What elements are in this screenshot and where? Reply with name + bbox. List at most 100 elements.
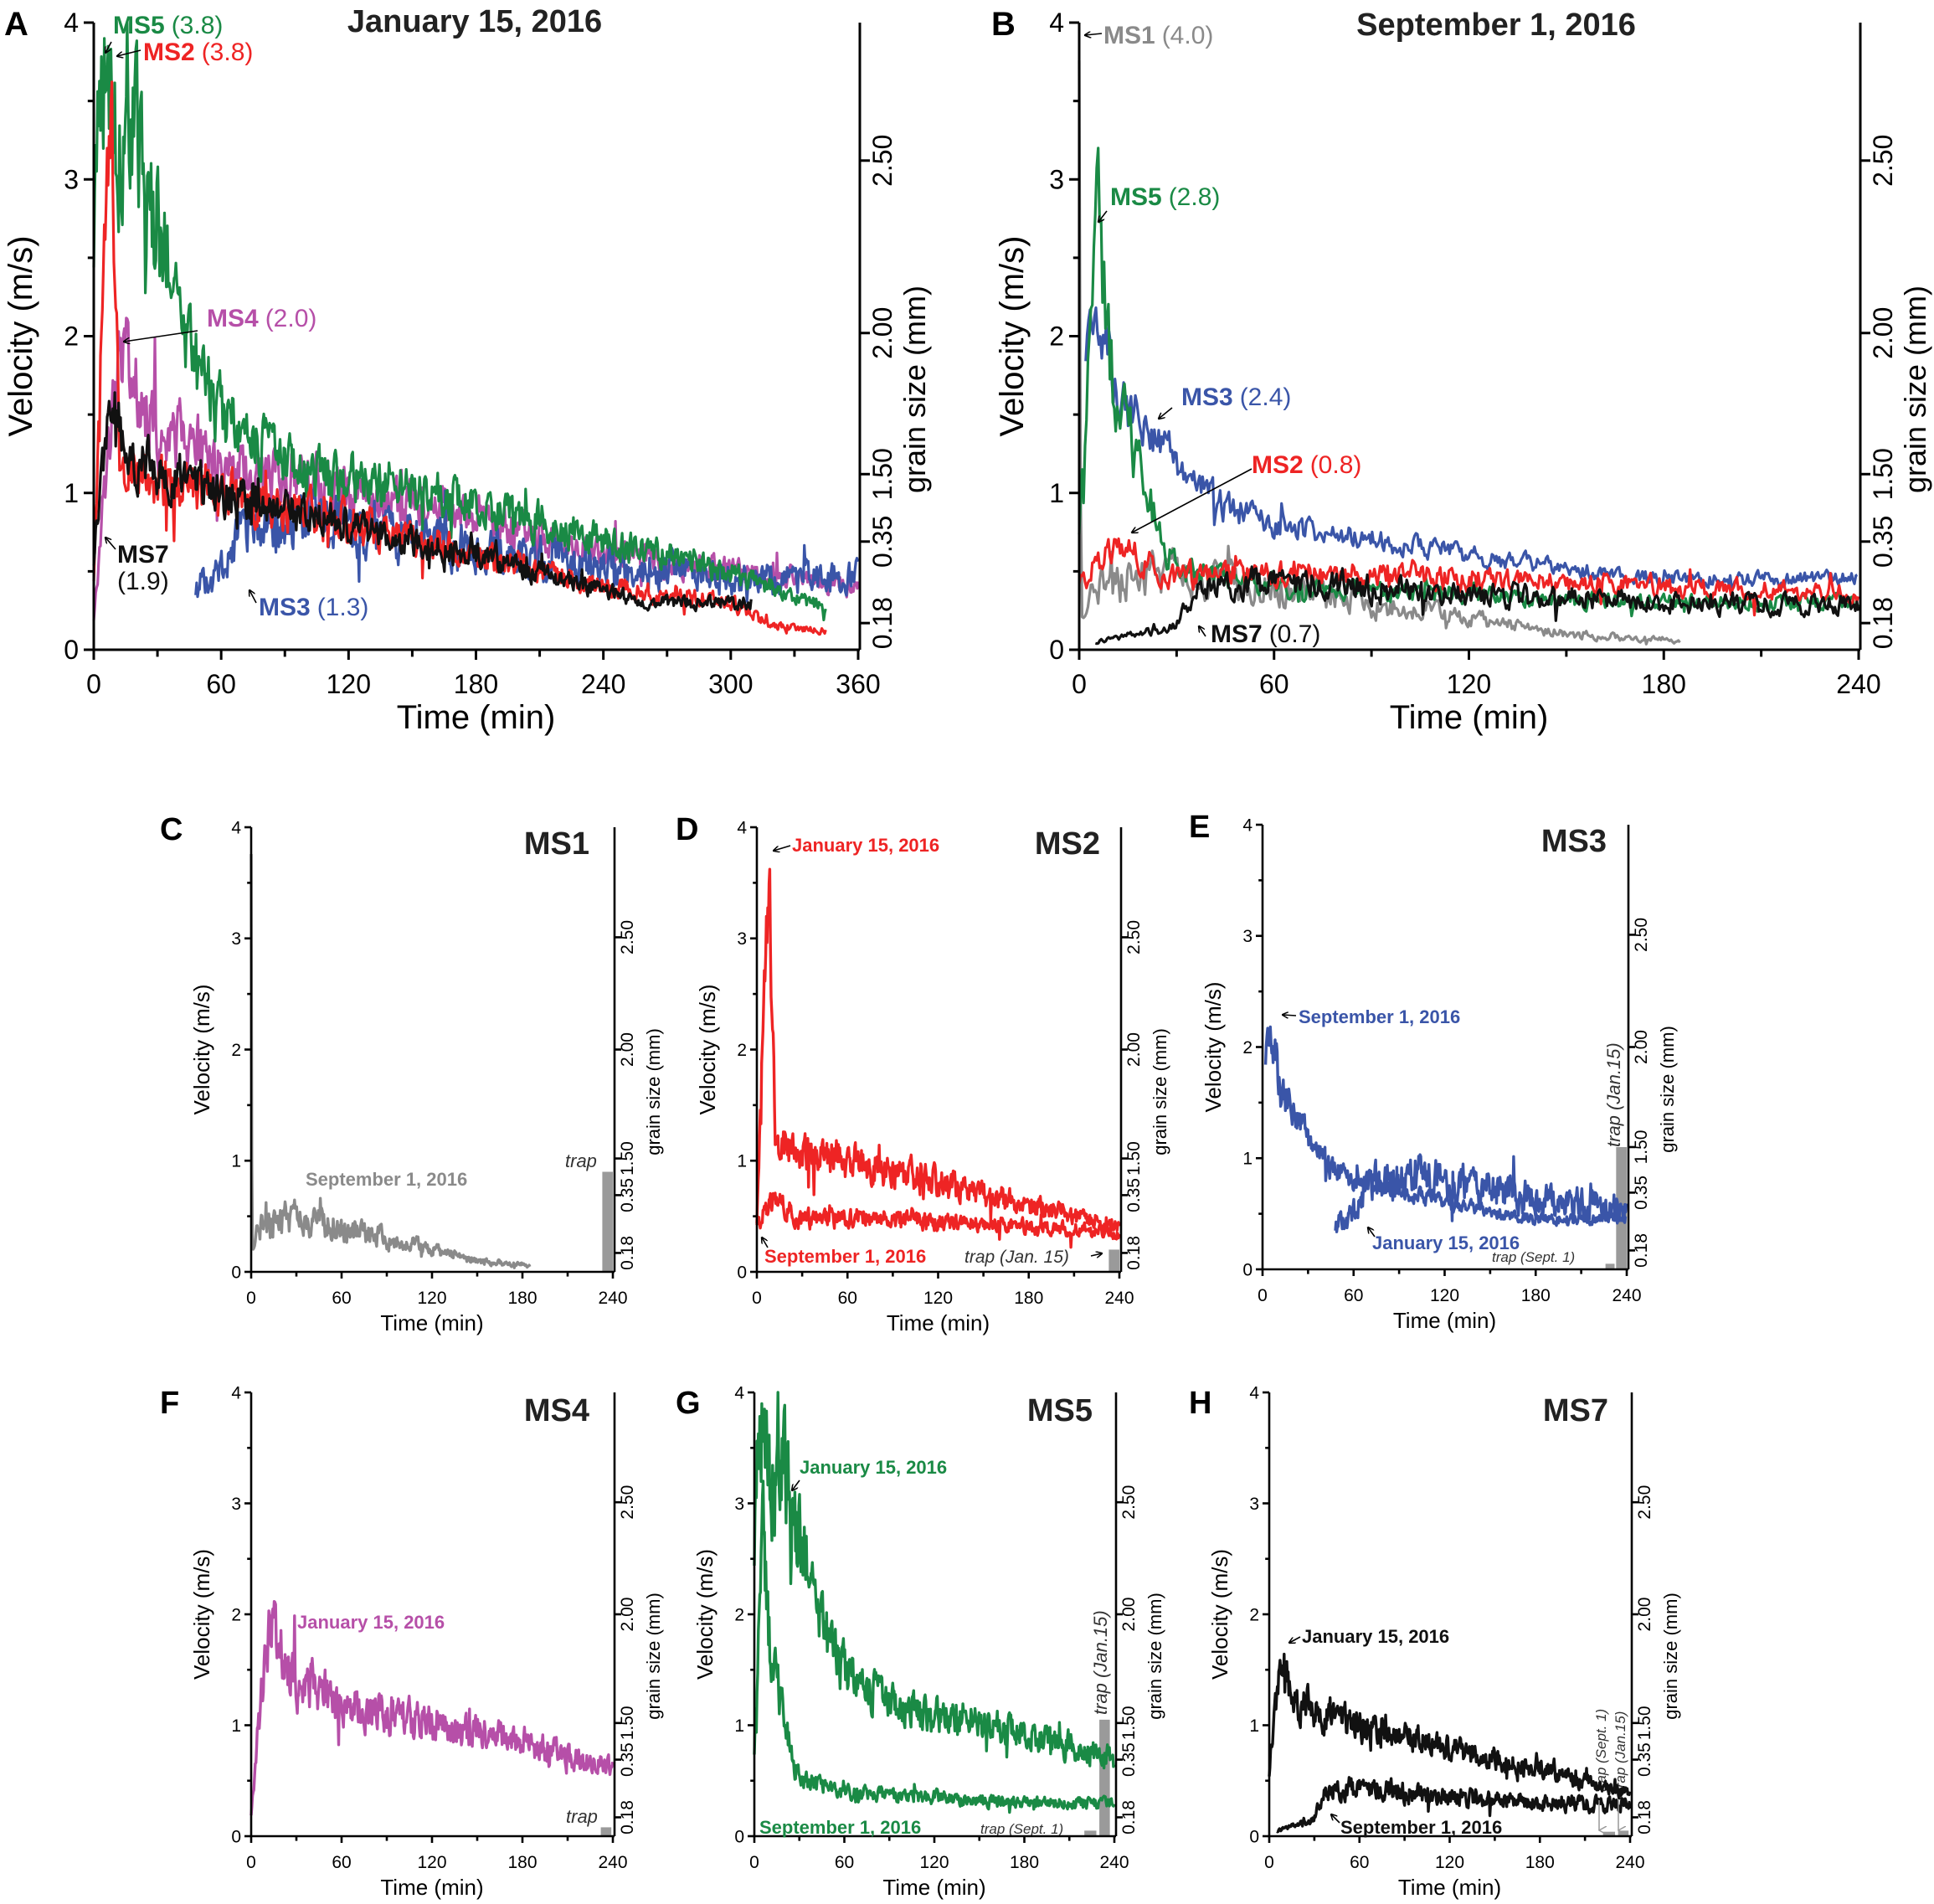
- x-tick-label: 120: [1447, 669, 1491, 699]
- y-tick-label: 0: [64, 635, 79, 665]
- grain-tick-label: 0.18: [1635, 1800, 1654, 1835]
- trap-label: trap (Jan.15): [1603, 1042, 1624, 1147]
- x-tick-label: 240: [1836, 669, 1880, 699]
- grain-tick-label: 2.50: [1868, 135, 1898, 187]
- y-tick-label: 4: [734, 1383, 744, 1402]
- x-tick-label: 60: [1344, 1286, 1363, 1305]
- grain-tick-label: 2.00: [618, 1598, 637, 1632]
- y-tick-label: 1: [737, 1152, 747, 1171]
- date-annotation: January 15, 2016: [792, 835, 939, 856]
- chart-title: MS5: [1027, 1393, 1093, 1428]
- grain-tick-label: 0.18: [618, 1236, 637, 1270]
- date-annotation: September 1, 2016: [306, 1169, 467, 1190]
- panel-letter: F: [160, 1386, 179, 1421]
- x-tick-label: 0: [749, 1853, 759, 1872]
- x-tick-label: 0: [1072, 669, 1087, 699]
- annotation-arrow: [1090, 1253, 1102, 1256]
- y-tick-label: 0: [737, 1263, 747, 1282]
- trap-label: trap (Sept. 1): [980, 1821, 1063, 1837]
- x-axis-title: Time (min): [380, 1875, 483, 1900]
- grain-tick-label: 0.18: [867, 597, 898, 649]
- grain-tick-label: 0.35: [618, 1742, 637, 1777]
- x-tick-label: 60: [1350, 1853, 1369, 1872]
- grain-tick-label: 2.00: [1632, 1030, 1651, 1064]
- series-line-ms7: [1094, 565, 1860, 646]
- y-tick-label: 4: [737, 818, 747, 837]
- grain-tick-label: 2.00: [1868, 307, 1898, 359]
- annotation-arrow: [105, 41, 112, 53]
- annotation-arrow: [1289, 1636, 1301, 1643]
- x-tick-label: 60: [1259, 669, 1289, 699]
- trap-bar: [1084, 1830, 1097, 1836]
- x-axis-title: Time (min): [1390, 699, 1549, 736]
- series-line-ms5: [92, 21, 827, 622]
- grain-tick-label: 0.35: [1635, 1742, 1654, 1777]
- annotation-arrow: [762, 1238, 769, 1248]
- y-tick-label: 3: [1242, 927, 1252, 946]
- annotation-arrow: [1159, 407, 1173, 419]
- y-tick-label: 3: [231, 1495, 241, 1514]
- y-tick-label: 1: [231, 1152, 241, 1171]
- x-axis-title: Time (min): [1393, 1308, 1496, 1333]
- x-tick-label: 240: [581, 669, 625, 699]
- series-annotation-ms3: MS3 (1.3): [259, 594, 368, 621]
- series-line-ms2: [1078, 537, 1859, 617]
- annotation-arrow: [1132, 468, 1252, 533]
- y-axis-title: Velocity (m/s): [1201, 981, 1226, 1112]
- x-tick-label: 240: [1612, 1286, 1641, 1305]
- x-tick-label: 0: [1264, 1853, 1274, 1872]
- y-tick-label: 3: [737, 929, 747, 949]
- series-annotation-ms2: MS2 (3.8): [143, 39, 253, 66]
- x-tick-label: 120: [1430, 1286, 1459, 1305]
- grain-tick-label: 2.50: [1632, 918, 1651, 952]
- grain-axis-title: grain size (mm): [643, 1028, 664, 1155]
- grain-axis-title: grain size (mm): [1144, 1593, 1165, 1720]
- panel-letter: E: [1189, 810, 1210, 845]
- grain-axis-title: grain size (mm): [898, 286, 932, 493]
- trap-bar: [1108, 1249, 1119, 1272]
- series-line-ms7: [92, 391, 753, 613]
- date-annotation: January 15, 2016: [297, 1612, 445, 1633]
- peak-value: (1.9): [117, 568, 169, 595]
- y-tick-label: 2: [734, 1605, 744, 1624]
- y-axis-title: Velocity (m/s): [189, 984, 214, 1114]
- panel-letter: A: [4, 6, 28, 43]
- y-tick-label: 4: [231, 1383, 241, 1402]
- grain-tick-label: 2.50: [1119, 1485, 1139, 1520]
- panel-B: B September 1, 2016 0 60 120 180 240 0 1 2 3 4 0.18 0…: [991, 6, 1932, 736]
- chart-title: MS1: [524, 826, 589, 862]
- grain-tick-label: 2.50: [867, 135, 898, 187]
- y-tick-label: 4: [64, 8, 79, 38]
- annotation-arrow: [117, 49, 141, 56]
- panel-D: D MS2 trap (Jan. 15) 0 60 120 180 240 0 1 2 3 4 0.18 0…: [676, 812, 1170, 1335]
- x-tick-label: 120: [327, 669, 371, 699]
- x-tick-label: 240: [598, 1289, 627, 1308]
- grain-tick-label: 2.00: [867, 307, 898, 359]
- grain-tick-label: 1.50: [618, 1706, 637, 1740]
- date-annotation: September 1, 2016: [764, 1246, 926, 1267]
- grain-tick-label: 0.18: [1119, 1800, 1139, 1835]
- x-axis-title: Time (min): [380, 1310, 483, 1335]
- y-tick-label: 0: [231, 1827, 241, 1846]
- trap-label: trap: [565, 1150, 597, 1171]
- x-tick-label: 0: [246, 1289, 256, 1308]
- grain-tick-label: 0.35: [1124, 1178, 1144, 1212]
- x-tick-label: 120: [417, 1853, 446, 1872]
- x-tick-label: 0: [1258, 1286, 1268, 1305]
- chart-title: MS7: [1543, 1393, 1608, 1428]
- y-tick-label: 2: [1249, 1605, 1259, 1624]
- date-annotation: September 1, 2016: [759, 1817, 921, 1838]
- panel-C: C MS1 trap 0 60 120 180 240 0 1 2 3 4 0.18 0.35 1.50 2.0…: [160, 812, 664, 1335]
- x-axis-title: Time (min): [887, 1310, 990, 1335]
- trap-label: trap (Jan. 15): [964, 1248, 1069, 1267]
- panel-A: A January 15, 2016 0 60 120 180 240 300 360 0 1 2 3 4…: [3, 4, 932, 736]
- x-tick-label: 0: [86, 669, 101, 699]
- panel-F: F MS4 trap 0 60 120 180 240 0 1 2 3 4 0.18 0.35 1.50 2.0…: [160, 1383, 664, 1900]
- series-annotation-ms5: MS5 (2.8): [1110, 183, 1220, 211]
- grain-tick-label: 2.50: [618, 920, 637, 955]
- y-tick-label: 4: [1242, 816, 1252, 835]
- grain-tick-label: 2.00: [1119, 1598, 1139, 1632]
- grain-tick-label: 0.18: [1868, 597, 1898, 649]
- grain-tick-label: 1.50: [867, 448, 898, 500]
